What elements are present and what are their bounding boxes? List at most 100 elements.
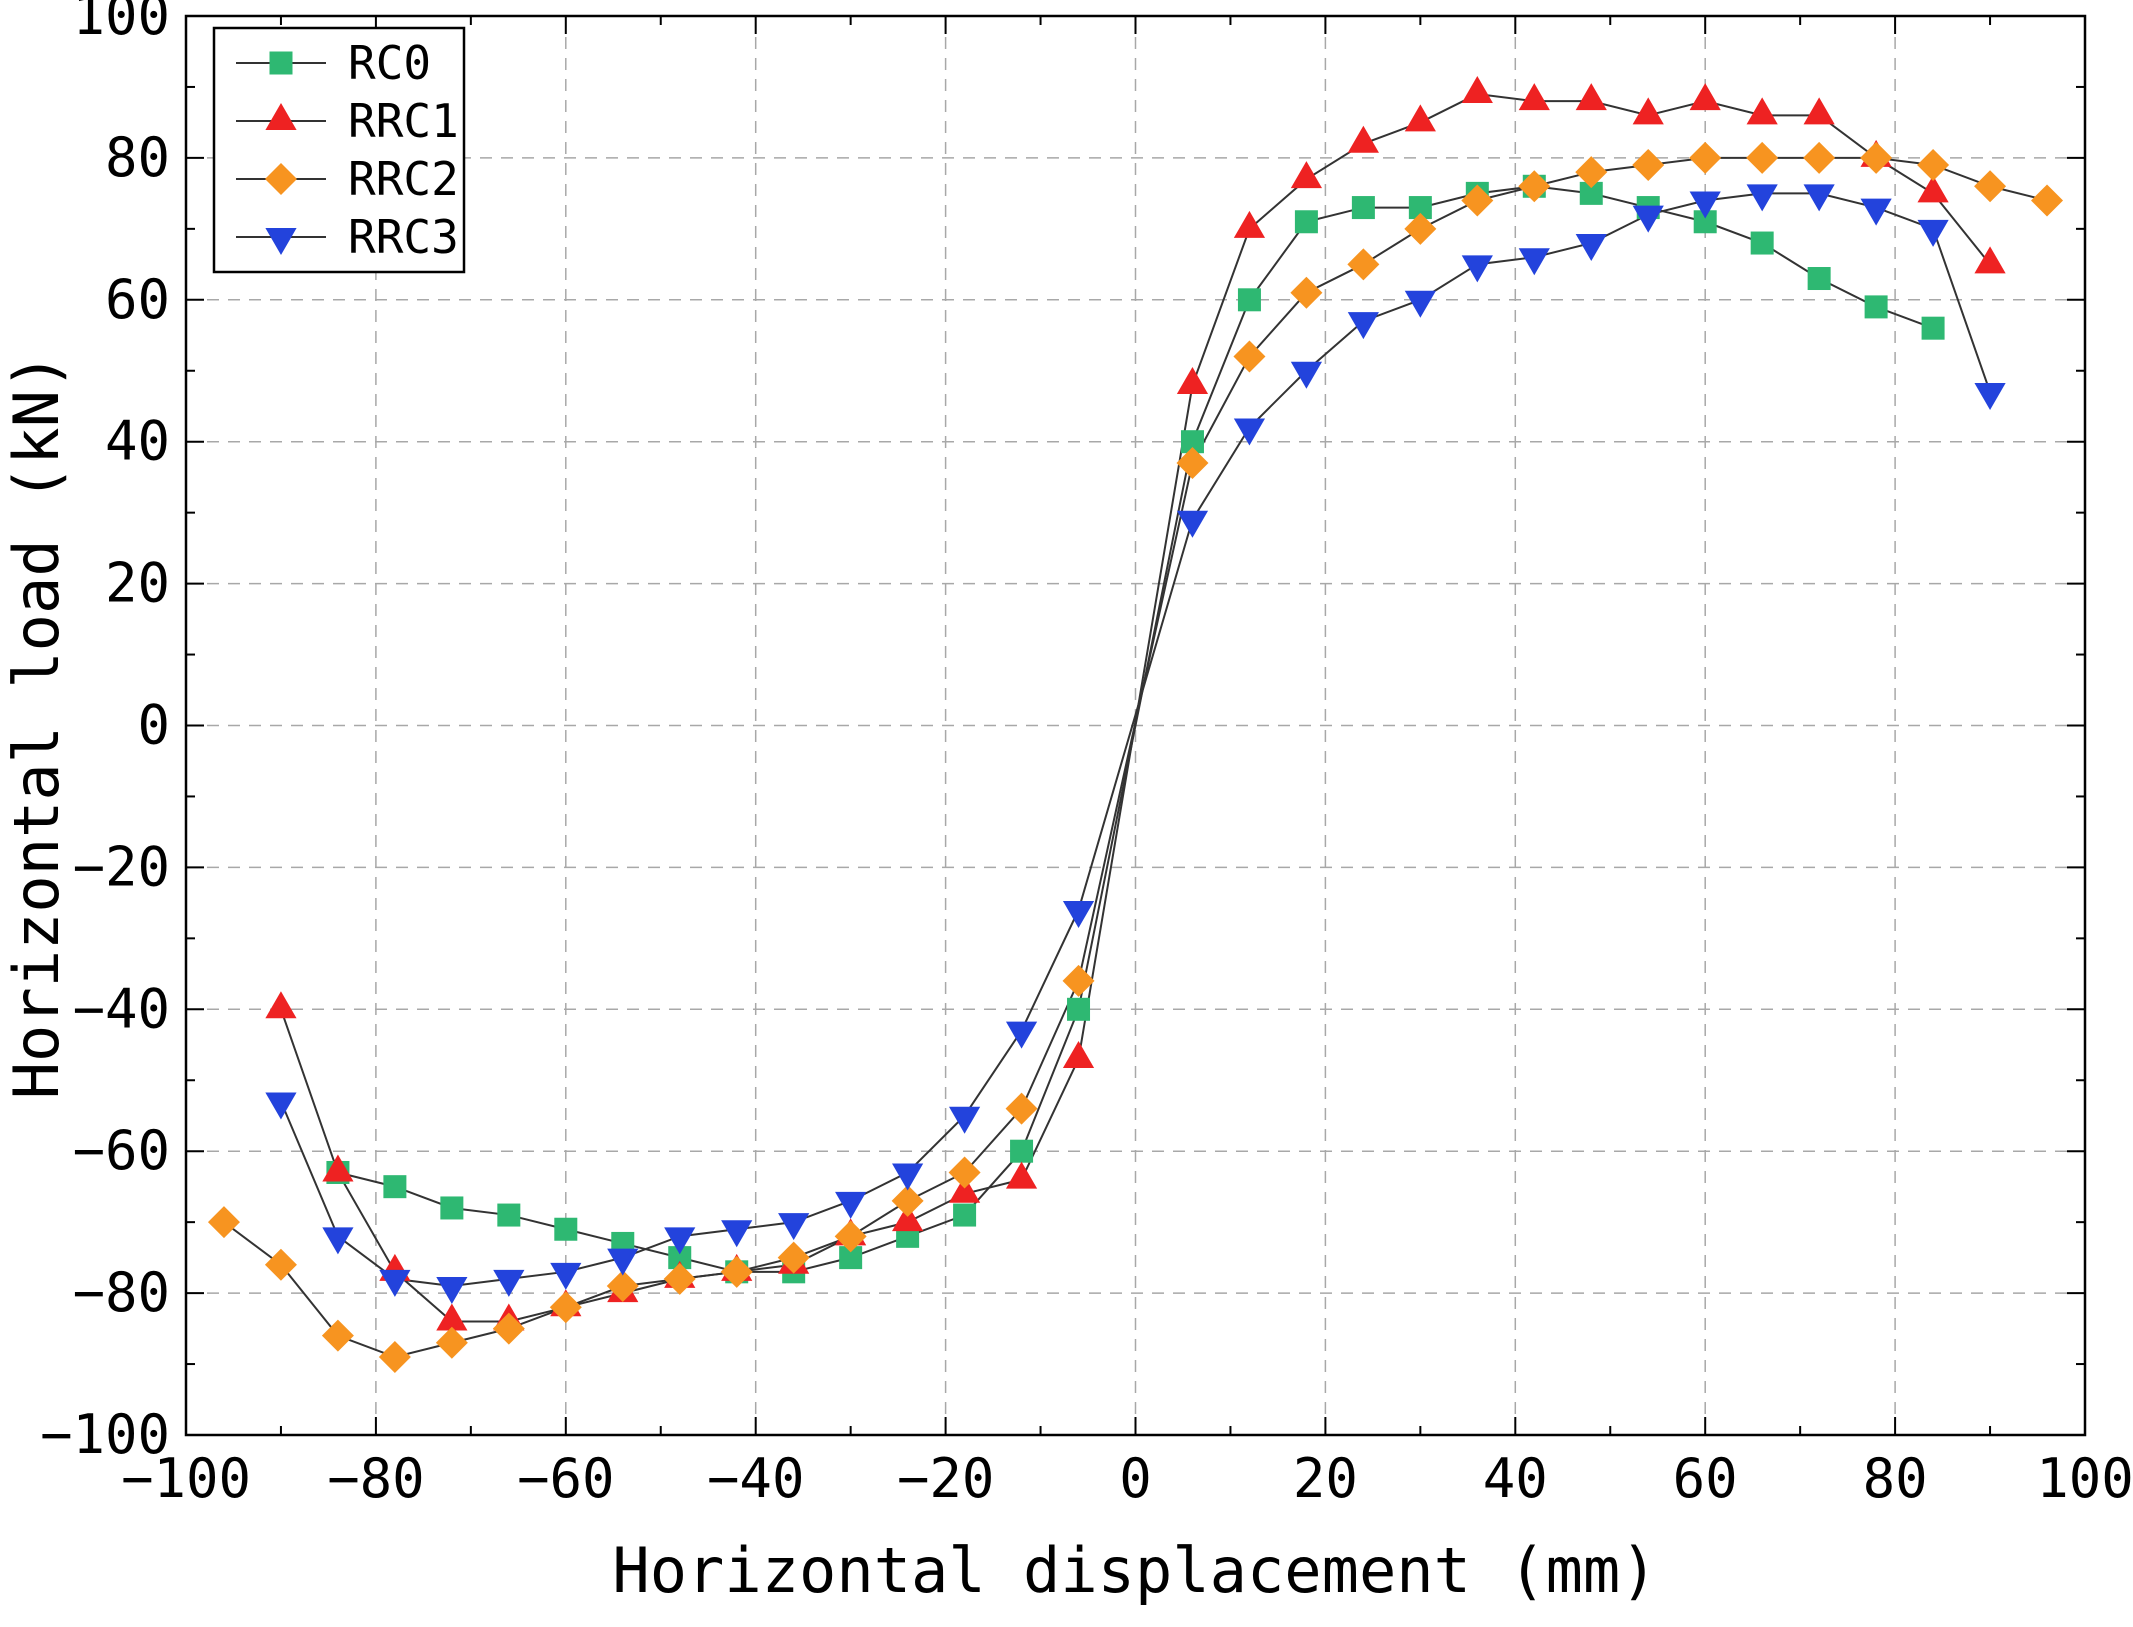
marker-triangle-down — [550, 1262, 582, 1290]
y-tick-label: 40 — [105, 410, 170, 473]
marker-diamond — [1917, 148, 1950, 181]
marker-triangle-down — [1575, 234, 1607, 262]
marker-diamond — [720, 1255, 753, 1288]
marker-square — [953, 1203, 977, 1227]
legend-marker-diamond — [265, 163, 297, 195]
marker-diamond — [492, 1312, 525, 1345]
marker-square — [1351, 196, 1375, 220]
marker-triangle-down — [892, 1163, 924, 1191]
marker-square — [440, 1196, 464, 1220]
marker-triangle-up — [1689, 83, 1721, 111]
marker-triangle-down — [265, 1092, 297, 1120]
legend-marker-triangle-up — [265, 103, 297, 130]
marker-diamond — [606, 1270, 639, 1303]
marker-triangle-up — [1290, 161, 1323, 189]
marker-diamond — [1518, 170, 1551, 203]
marker-triangle-up — [948, 1175, 981, 1203]
marker-triangle-up — [1005, 1161, 1038, 1189]
marker-triangle-down — [1176, 510, 1209, 538]
marker-triangle-down — [1290, 361, 1323, 389]
marker-diamond — [1860, 141, 1893, 174]
marker-diamond — [264, 1248, 297, 1281]
y-axis-label: Horizontal load (kN) — [0, 353, 73, 1100]
marker-diamond — [1803, 141, 1836, 174]
series-markers-rrc1 — [265, 76, 2006, 1331]
marker-triangle-up — [322, 1154, 354, 1182]
x-tick-label: −100 — [121, 1447, 251, 1510]
marker-triangle-up — [1917, 175, 1949, 203]
marker-triangle-down — [1233, 418, 1266, 446]
marker-square — [668, 1246, 692, 1270]
legend-marker-square — [269, 51, 293, 75]
marker-triangle-up — [436, 1303, 468, 1331]
y-tick-label: 0 — [137, 694, 170, 757]
marker-triangle-down — [835, 1191, 867, 1219]
marker-triangle-up — [1518, 83, 1550, 111]
legend-label-rrc3: RRC3 — [348, 210, 459, 264]
marker-triangle-down — [664, 1227, 696, 1255]
marker-triangle-down — [1689, 191, 1721, 219]
marker-triangle-up — [1461, 76, 1493, 104]
marker-triangle-down — [1062, 900, 1095, 928]
marker-triangle-down — [1917, 219, 1949, 247]
marker-triangle-down — [436, 1277, 468, 1305]
marker-triangle-up — [1746, 97, 1778, 125]
marker-diamond — [1233, 340, 1266, 373]
series-markers-rrc3 — [265, 184, 2006, 1305]
marker-diamond — [1290, 276, 1323, 309]
marker-triangle-down — [1461, 255, 1493, 283]
x-tick-label: 80 — [1863, 1447, 1928, 1510]
marker-triangle-up — [892, 1204, 924, 1232]
marker-square — [1864, 295, 1888, 319]
marker-diamond — [1176, 446, 1209, 479]
legend-label-rc0: RC0 — [348, 36, 431, 90]
marker-triangle-up — [1632, 97, 1664, 125]
y-tick-label: −20 — [72, 835, 170, 898]
marker-square — [1921, 316, 1945, 340]
marker-triangle-down — [1860, 198, 1892, 226]
y-tick-label: −100 — [40, 1403, 170, 1466]
marker-square — [497, 1203, 521, 1227]
marker-square — [1067, 997, 1091, 1021]
y-tick-label: 100 — [72, 0, 170, 47]
marker-square — [1693, 210, 1717, 234]
legend-box — [212, 26, 466, 274]
y-tick-label: −60 — [72, 1119, 170, 1182]
marker-diamond — [1974, 170, 2007, 203]
marker-diamond — [1632, 148, 1665, 181]
marker-triangle-down — [778, 1213, 810, 1241]
x-tick-label: −20 — [897, 1447, 995, 1510]
marker-square — [1408, 196, 1432, 220]
marker-square — [1294, 210, 1318, 234]
marker-triangle-up — [1404, 104, 1436, 132]
marker-square — [1807, 267, 1831, 291]
legend: RC0 RRC1 RRC2 RRC3 — [212, 26, 466, 274]
y-tick-label: 80 — [105, 126, 170, 189]
marker-square — [383, 1175, 407, 1199]
marker-triangle-down — [607, 1248, 639, 1276]
marker-diamond — [834, 1220, 867, 1253]
y-tick-label: −40 — [72, 977, 170, 1040]
marker-square — [1750, 231, 1774, 255]
marker-square — [1579, 181, 1603, 205]
series-layer — [207, 76, 2064, 1373]
marker-diamond — [948, 1156, 981, 1189]
tick-label-layer: −100 −80 −60 −40 −20 0 20 40 60 80 100 −100 −80 −60 −4… — [40, 0, 2133, 1510]
marker-diamond — [1404, 212, 1437, 245]
marker-diamond — [1005, 1092, 1038, 1125]
x-tick-label: −60 — [517, 1447, 615, 1510]
marker-diamond — [1062, 964, 1095, 997]
legend-label-rrc1: RRC1 — [348, 94, 459, 148]
marker-diamond — [435, 1326, 468, 1359]
marker-triangle-down — [1803, 184, 1835, 212]
marker-diamond — [1461, 184, 1494, 217]
marker-diamond — [777, 1241, 810, 1274]
legend-marker-triangle-down — [265, 228, 297, 255]
x-axis-label: Horizontal displacement (mm) — [612, 1534, 1657, 1607]
marker-triangle-up — [1062, 1040, 1095, 1068]
x-tick-label: −80 — [327, 1447, 425, 1510]
x-tick-label: 40 — [1483, 1447, 1548, 1510]
axes-frame — [184, 14, 2087, 1437]
marker-triangle-down — [1518, 248, 1550, 276]
